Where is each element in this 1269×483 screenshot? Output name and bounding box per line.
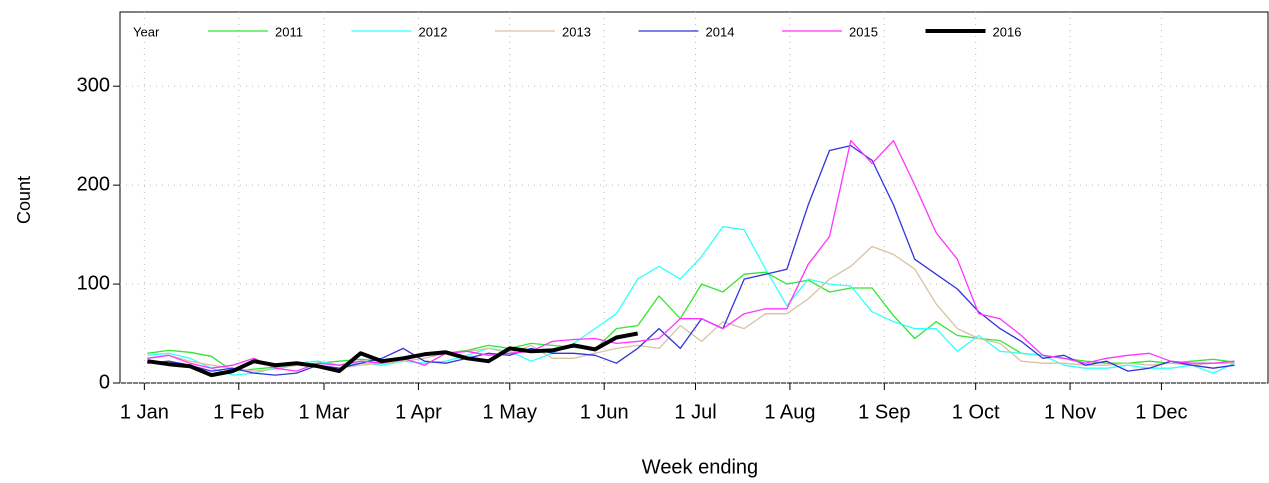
x-tick-label: 1 Oct <box>952 401 1000 423</box>
series-line <box>147 226 1235 376</box>
legend-label: 2013 <box>562 24 591 39</box>
y-tick-label: 0 <box>99 371 110 393</box>
legend-title: Year <box>133 24 160 39</box>
x-tick-label: 1 Dec <box>1135 401 1187 423</box>
series-line <box>147 331 639 378</box>
x-tick-label: 1 Aug <box>764 401 815 423</box>
series-line <box>147 139 1235 372</box>
legend-label: 2012 <box>419 24 448 39</box>
x-tick-label: 1 Jun <box>580 401 629 423</box>
series-line <box>147 144 1235 376</box>
series-line <box>147 271 1235 372</box>
x-tick-label: 1 Mar <box>298 401 349 423</box>
x-tick-label: 1 Apr <box>395 401 442 423</box>
x-tick-label: 1 Jan <box>120 401 169 423</box>
x-tick-label: 1 Jul <box>674 401 716 423</box>
x-tick-label: 1 Nov <box>1044 401 1096 423</box>
x-tick-label: 1 Feb <box>213 401 264 423</box>
y-axis-label: Count <box>14 176 34 224</box>
x-tick-label: 1 Sep <box>858 401 910 423</box>
legend-label: 2015 <box>849 24 878 39</box>
y-tick-label: 100 <box>77 272 110 294</box>
y-tick-label: 300 <box>77 74 110 96</box>
y-tick-label: 200 <box>77 173 110 195</box>
legend-label: 2011 <box>275 24 303 39</box>
legend-label: 2014 <box>706 24 735 39</box>
x-tick-label: 1 May <box>483 401 537 423</box>
plot-frame <box>119 11 1269 384</box>
x-axis-label: Week ending <box>642 456 758 478</box>
series-line <box>147 245 1235 372</box>
legend-label: 2016 <box>993 24 1022 39</box>
